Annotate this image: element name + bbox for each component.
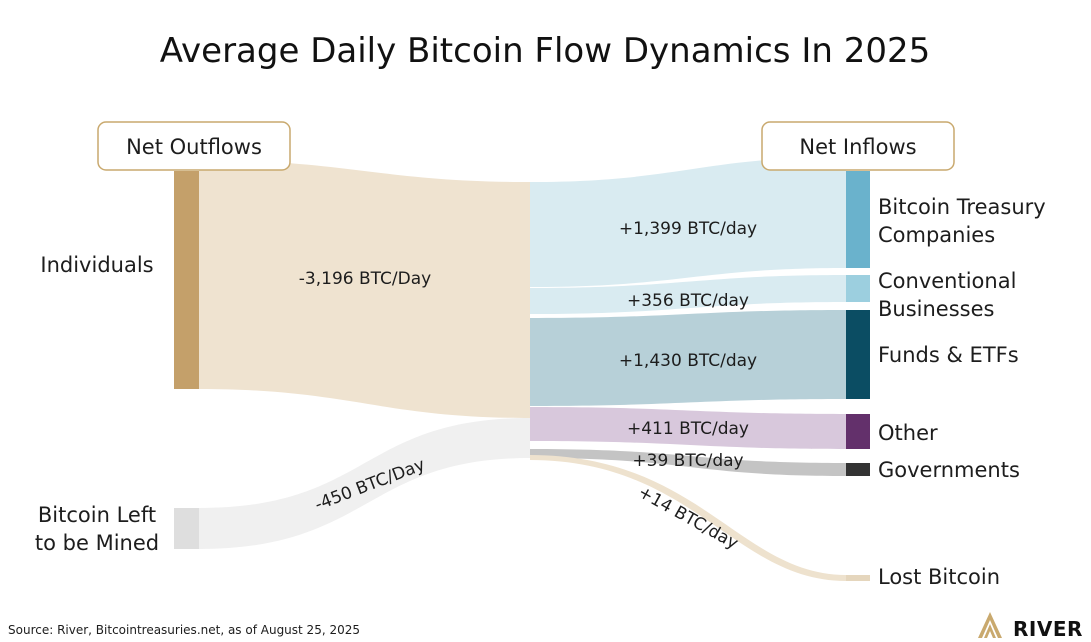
source-note: Source: River, Bitcointreasuries.net, as… [8,623,360,637]
businesses-flow-band [530,275,846,314]
net-inflows-label: Net Inflows [799,135,916,159]
treasury-label-line2: Companies [878,223,995,247]
other-flow-value: +411 BTC/day [627,419,749,439]
flow-bands [199,157,846,581]
river-logo-icon [978,612,1002,638]
treasury-flow-band [530,157,846,287]
individuals-bar [174,171,199,389]
governments-flow-band [530,449,846,476]
river-logo-text: RIVER [1013,617,1083,641]
other-label: Other [878,421,938,445]
funds-label: Funds & ETFs [878,343,1019,367]
lost-flow-value: +14 BTC/day [635,482,742,553]
lost-label: Lost Bitcoin [878,565,1000,589]
governments-bar [846,463,870,476]
mining-label-line2: to be Mined [35,531,159,555]
individuals-label: Individuals [40,253,153,277]
other-flow-band [530,407,846,449]
treasury-bar [846,171,870,268]
chart-title: Average Daily Bitcoin Flow Dynamics In 2… [160,31,930,71]
river-logo: RIVER [978,612,1083,641]
funds-flow-band [530,310,846,406]
mining-outflow-band [199,418,530,549]
mining-label-line1: Bitcoin Left [38,503,156,527]
net-inflows-header: Net Inflows [761,121,955,171]
other-bar [846,414,870,449]
governments-label: Governments [878,458,1020,482]
treasury-flow-value: +1,399 BTC/day [619,219,757,239]
businesses-label-line2: Businesses [878,297,994,321]
businesses-label-line1: Conventional [878,269,1016,293]
lost-bar [846,575,870,581]
individuals-outflow-band [199,160,530,418]
mining-bar [174,508,199,549]
net-outflows-label: Net Outflows [126,135,262,159]
net-outflows-header: Net Outflows [97,121,291,171]
governments-flow-value: +39 BTC/day [632,451,743,471]
funds-bar [846,310,870,399]
treasury-label-line1: Bitcoin Treasury [878,195,1046,219]
businesses-bar [846,275,870,302]
individuals-flow-value: -3,196 BTC/Day [299,269,431,289]
businesses-flow-value: +356 BTC/day [627,291,749,311]
funds-flow-value: +1,430 BTC/day [619,351,757,371]
